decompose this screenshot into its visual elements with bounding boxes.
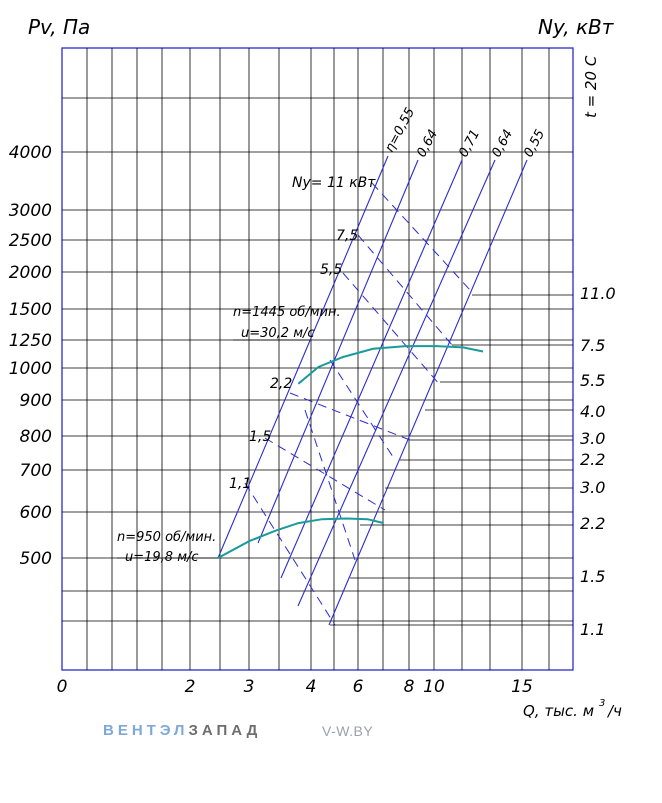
y-tick-label: 2000 xyxy=(9,263,52,283)
right-power-tick-label: 4.0 xyxy=(580,402,605,421)
series-label-1445: n=1445 об/мин. u=30,2 м/с xyxy=(233,305,341,341)
efficiency-ray xyxy=(257,159,419,544)
efficiency-label: 0,71 xyxy=(456,127,483,160)
right-power-tick-label: 2.2 xyxy=(580,514,605,533)
x-tick-label: 15 xyxy=(511,677,533,697)
efficiency-ray xyxy=(217,155,389,559)
efficiency-ray xyxy=(297,159,496,607)
x-axis-label-exponent: 3 xyxy=(599,698,605,709)
brand-logo: ВЕНТЭЛЗАПАД xyxy=(103,722,261,739)
y-tick-label: 4000 xyxy=(9,143,52,163)
efficiency-label: 0,64 xyxy=(414,127,441,160)
y-tick-label: 1250 xyxy=(9,331,52,351)
brand-part1: ВЕНТЭЛ xyxy=(103,722,189,739)
power-label: 5,5 xyxy=(320,262,342,278)
series-label-line2: u=19,8 м/с xyxy=(125,550,199,565)
x-axis-label-suffix: /ч xyxy=(606,702,622,720)
x-tick-label: 10 xyxy=(423,677,445,697)
power-dashed-line xyxy=(289,392,411,441)
brand-part2: ЗАПАД xyxy=(188,722,262,739)
efficiency-rays xyxy=(217,155,528,626)
x-tick-label: 2 xyxy=(185,677,196,697)
temperature-label: t = 20 С xyxy=(582,55,600,118)
efficiency-label: 0,55 xyxy=(521,127,548,160)
pressure-curve xyxy=(297,345,484,385)
y-tick-label: 3000 xyxy=(9,201,52,221)
right-power-tick-label: 5.5 xyxy=(580,371,605,390)
right-power-tick-label: 2.2 xyxy=(580,450,605,469)
x-tick-labels: 0 2 3 4 6 8 10 15 xyxy=(57,677,533,697)
power-label: 1,5 xyxy=(249,429,271,445)
efficiency-ray xyxy=(280,159,463,579)
power-dashed-line xyxy=(329,359,396,461)
grid xyxy=(61,47,574,671)
x-axis-title: Q, тыс. м 3 /ч xyxy=(523,698,622,720)
y-axis-label: Pv, Па xyxy=(28,15,90,39)
power-label: Ny= 11 кВт xyxy=(292,175,376,191)
y-tick-label: 1500 xyxy=(9,300,52,320)
x-tick-label: 6 xyxy=(353,677,364,697)
power-dashed-lines xyxy=(244,182,471,626)
power-leader-lines xyxy=(117,294,573,626)
x-tick-label: 8 xyxy=(404,677,415,697)
pressure-curves xyxy=(217,345,484,559)
series-label-950: n=950 об/мин. u=19,8 м/с xyxy=(117,530,216,565)
y-tick-label: 1000 xyxy=(9,359,52,379)
y2-axis-label: Ny, кВт xyxy=(538,15,615,39)
efficiency-ray xyxy=(328,159,528,626)
power-label: 1,1 xyxy=(229,476,251,492)
power-dashed-line xyxy=(342,272,441,386)
right-power-tick-label: 1.1 xyxy=(580,620,605,639)
series-label-line2: u=30,2 м/с xyxy=(241,326,315,341)
power-label: 7,5 xyxy=(336,228,358,244)
power-dashed-line xyxy=(357,234,453,346)
x-tick-label: 4 xyxy=(306,677,317,697)
y-tick-label: 700 xyxy=(20,461,52,481)
right-power-tick-labels: 11.0 7.5 5.5 4.0 3.0 2.2 3.0 2.2 1.5 1.1 xyxy=(580,284,616,639)
y-tick-label: 2500 xyxy=(9,231,52,251)
power-label: 2,2 xyxy=(270,376,292,392)
right-power-tick-label: 7.5 xyxy=(580,336,605,355)
pressure-curve xyxy=(217,517,385,559)
y-tick-label: 800 xyxy=(20,427,52,447)
plot-frame xyxy=(61,47,574,671)
site-link[interactable]: V-W.BY xyxy=(322,723,374,739)
right-power-tick-label: 1.5 xyxy=(580,567,605,586)
power-dashed-line xyxy=(304,409,356,561)
x-axis-label: Q, тыс. м xyxy=(523,702,594,720)
x-tick-label: 3 xyxy=(244,677,255,697)
power-dashed-line xyxy=(371,182,471,291)
efficiency-label: η=0,55 xyxy=(382,105,418,154)
y-tick-label: 600 xyxy=(20,503,52,523)
right-power-tick-label: 3.0 xyxy=(580,429,605,448)
efficiency-label: 0,64 xyxy=(489,127,516,160)
y-tick-label: 900 xyxy=(20,391,52,411)
right-power-tick-label: 3.0 xyxy=(580,478,605,497)
y-tick-label: 500 xyxy=(20,549,52,569)
right-power-tick-label: 11.0 xyxy=(580,284,616,303)
power-labels: Ny= 11 кВт 7,5 5,5 2,2 1,5 1,1 xyxy=(229,175,376,492)
y-tick-labels: 4000 3000 2500 2000 1500 1250 1000 900 800 700 600… xyxy=(9,143,52,569)
series-label-line1: n=950 об/мин. xyxy=(117,530,216,545)
power-dashed-line xyxy=(264,437,386,511)
power-dashed-line xyxy=(244,482,336,626)
x-tick-label: 0 xyxy=(57,677,68,697)
series-label-line1: n=1445 об/мин. xyxy=(233,305,341,320)
